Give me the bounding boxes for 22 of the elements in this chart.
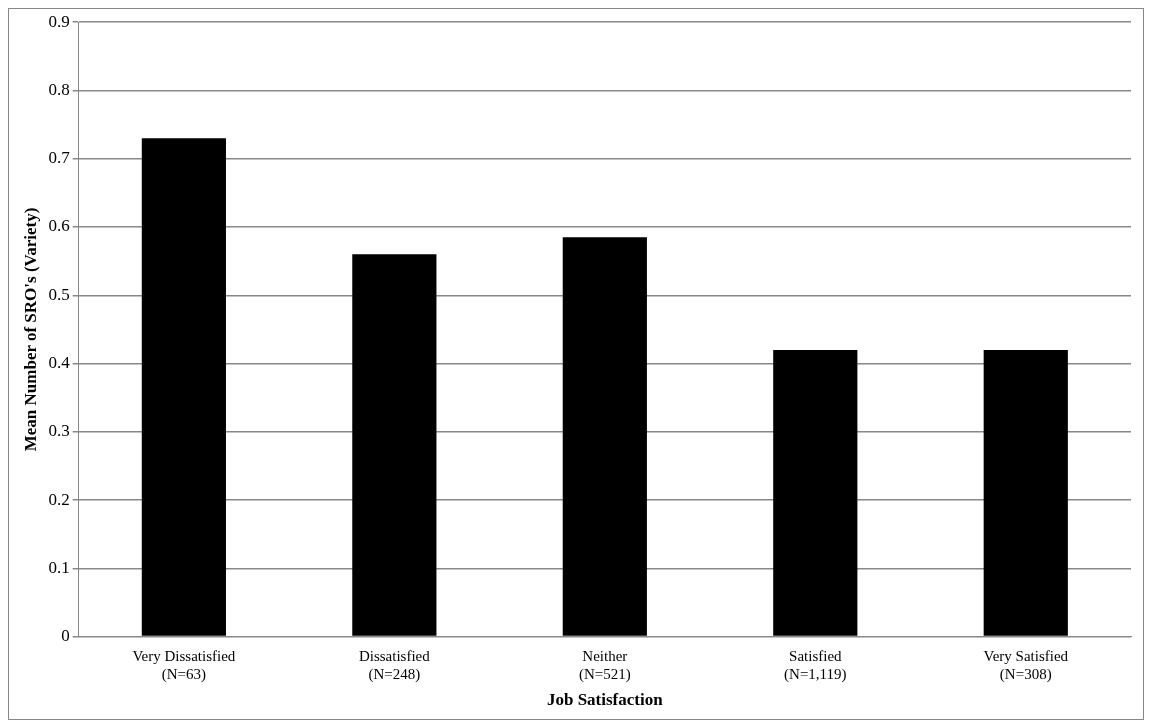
y-tick-label: 0.7 [48, 148, 71, 168]
y-tick-label: 0.5 [48, 284, 70, 304]
x-tick-label: Very Satisfied (N=308) [983, 647, 1069, 683]
y-tick-label: 0.6 [48, 216, 70, 236]
x-axis-title: Job Satisfaction [546, 690, 664, 710]
bar [773, 349, 858, 636]
bar [352, 254, 437, 636]
y-tick-label: 0.4 [48, 353, 71, 372]
y-tick-label: 0.2 [48, 489, 70, 509]
x-tick-label: Very Dissatisfied (N=63) [132, 647, 236, 683]
bar [983, 349, 1068, 636]
y-tick-label: 0 [61, 626, 70, 646]
bar [562, 237, 647, 636]
y-axis-title: Mean Number of SRO's (Variety) [20, 207, 40, 452]
x-tick-label: Dissatisfied (N=248) [358, 647, 431, 683]
y-tick-label: 0.8 [48, 79, 70, 99]
y-tick-label: 0.9 [48, 11, 70, 31]
bar [141, 138, 226, 636]
y-tick-label: 0.3 [48, 421, 70, 441]
x-tick-label: Satisfied (N=1,119) [784, 647, 847, 683]
x-tick-label: Neither (N=521) [578, 647, 631, 683]
y-tick-label: 0.1 [48, 557, 70, 577]
